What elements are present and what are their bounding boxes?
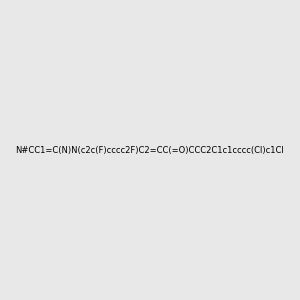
Text: N#CC1=C(N)N(c2c(F)cccc2F)C2=CC(=O)CCC2C1c1cccc(Cl)c1Cl: N#CC1=C(N)N(c2c(F)cccc2F)C2=CC(=O)CCC2C1… xyxy=(16,146,284,154)
